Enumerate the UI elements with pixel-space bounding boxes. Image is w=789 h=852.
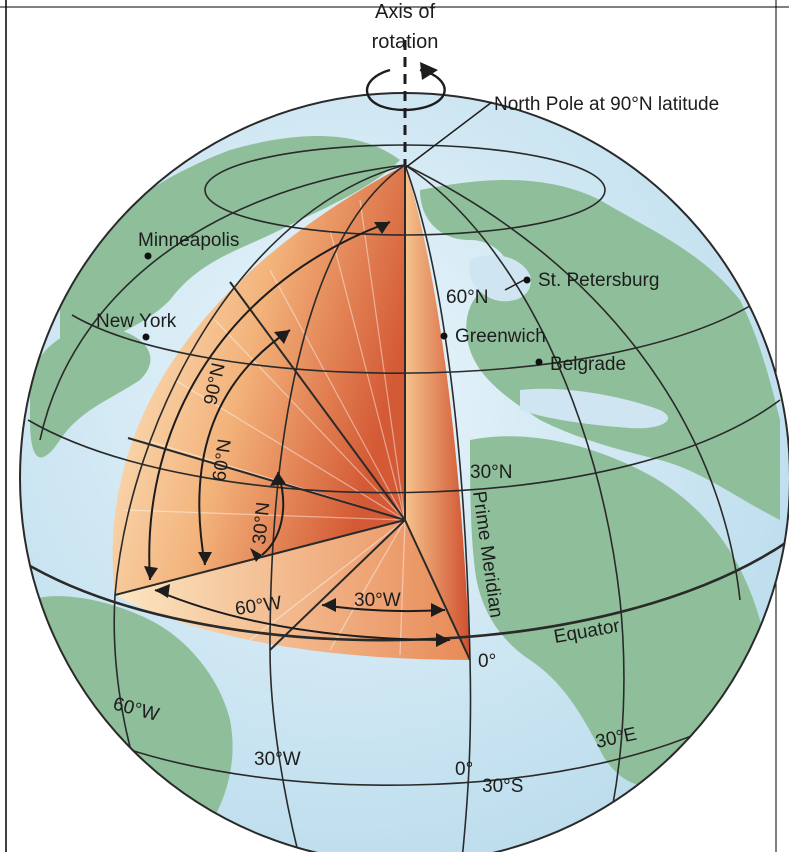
prime-meridian-line — [404, 164, 472, 852]
north-pole-label: North Pole at 90°N latitude — [494, 94, 719, 115]
land-north-america-east — [30, 327, 151, 458]
st-petersburg-label: St. Petersburg — [538, 270, 659, 291]
arc-60n — [198, 329, 291, 566]
equator-line — [20, 538, 789, 642]
arc-arrowheads — [144, 222, 450, 647]
angle-30w-label: 30°W — [354, 590, 401, 611]
rotation-arrow — [365, 68, 446, 112]
lon-30w-south-label: 30°W — [254, 749, 301, 770]
meridian-90w — [39, 164, 406, 441]
latitude-60n — [71, 299, 761, 374]
new-york-label: New York — [96, 311, 177, 332]
minneapolis-label: Minneapolis — [138, 230, 239, 251]
meridian-60e — [404, 164, 741, 601]
axis-label-line1: Axis of — [375, 1, 435, 23]
greenwich-dot — [440, 332, 448, 340]
axis-label-line2: rotation — [372, 31, 439, 53]
angle-30n-label: 30°N — [249, 501, 274, 545]
meridian-30e — [404, 164, 625, 852]
greenwich-label: Greenwich — [455, 326, 546, 347]
arc-60w — [154, 589, 451, 641]
wedge-prime-meridian-face — [405, 165, 470, 660]
st-petersburg-leader — [504, 279, 525, 291]
lat-60n-surface-label: 60°N — [446, 287, 488, 308]
angle-arcs — [148, 221, 451, 641]
rotation-arrowhead — [420, 62, 438, 80]
north-pole-leader — [404, 101, 493, 169]
lat-30s-label: 30°S — [482, 776, 523, 797]
lat-30n-surface-label: 30°N — [470, 462, 512, 483]
zero-equator-label: 0° — [478, 651, 496, 672]
st-petersburg-dot — [523, 276, 531, 284]
belgrade-dot — [535, 358, 543, 366]
latitude-30s — [59, 699, 761, 786]
minneapolis-dot — [144, 252, 152, 260]
meridian-30w — [269, 164, 406, 852]
belgrade-label: Belgrade — [550, 354, 626, 375]
graticule — [20, 144, 789, 852]
new-york-dot — [142, 333, 150, 341]
meridian-60w — [113, 164, 406, 831]
lon-0-south-label: 0° — [455, 759, 473, 780]
arc-90n — [148, 221, 391, 581]
baltic-sea — [469, 255, 531, 302]
land-north-america-north — [60, 136, 400, 360]
mediterranean-sea — [520, 388, 669, 429]
wedge-latitude-face — [112, 165, 405, 595]
